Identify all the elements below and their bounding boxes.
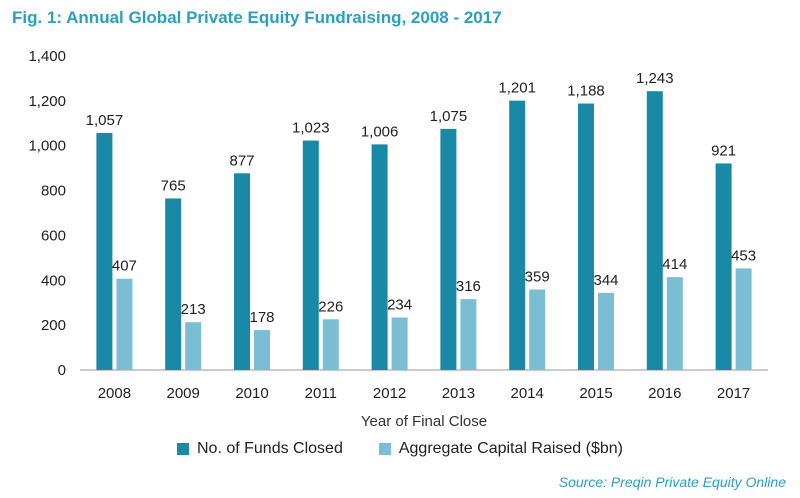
x-tick-label: 2014 [511, 385, 544, 402]
data-label-capital-raised: 414 [662, 256, 687, 273]
data-label-capital-raised: 407 [112, 258, 137, 275]
chart-title: Fig. 1: Annual Global Private Equity Fun… [12, 8, 502, 27]
data-label-capital-raised: 213 [181, 301, 206, 318]
legend-swatch-funds [177, 443, 189, 455]
data-label-capital-raised: 453 [731, 247, 756, 264]
data-label-funds-closed: 877 [229, 152, 254, 169]
data-label-capital-raised: 178 [249, 309, 274, 326]
bar-funds-closed [578, 103, 594, 370]
y-tick-label: 800 [41, 183, 66, 200]
x-tick-label: 2008 [98, 385, 131, 402]
data-label-funds-closed: 1,006 [361, 123, 399, 140]
legend-swatch-capital [378, 443, 391, 455]
data-label-funds-closed: 921 [711, 142, 736, 159]
data-label-capital-raised: 234 [387, 297, 412, 314]
y-tick-label: 1,200 [28, 93, 66, 110]
y-tick-label: 200 [41, 317, 66, 334]
x-tick-label: 2011 [305, 385, 337, 402]
bar-funds-closed [371, 144, 388, 370]
bar-funds-closed [302, 140, 319, 370]
x-axis-title: Year of Final Close [361, 413, 487, 430]
data-label-funds-closed: 1,075 [430, 108, 468, 125]
data-label-funds-closed: 1,201 [498, 80, 536, 97]
bar-funds-closed [715, 163, 732, 370]
bar-funds-closed [509, 100, 526, 370]
bar-funds-closed [440, 128, 457, 370]
bar-funds-closed [165, 198, 182, 370]
bar-capital-raised [529, 289, 546, 370]
data-label-funds-closed: 1,188 [567, 83, 605, 100]
y-tick-label: 600 [41, 227, 66, 244]
x-tick-label: 2015 [579, 385, 612, 402]
bar-chart: 0 200 400 600 800 1,000 1,200 1,400 1,057 407 2008… [28, 48, 768, 430]
data-label-capital-raised: 226 [318, 298, 343, 315]
x-tick-label: 2016 [648, 385, 681, 402]
bar-capital-raised [116, 278, 133, 370]
data-label-capital-raised: 344 [593, 272, 618, 289]
bar-funds-closed [234, 173, 250, 370]
bar-capital-raised [598, 292, 614, 370]
bar-capital-raised [460, 299, 477, 370]
data-label-funds-closed: 1,243 [636, 70, 674, 87]
legend-item-funds: No. of Funds Closed [177, 440, 343, 458]
bar-capital-raised [185, 322, 202, 370]
y-tick-label: 1,000 [28, 138, 66, 155]
legend: No. of Funds Closed Aggregate Capital Ra… [0, 440, 800, 458]
legend-item-capital: Aggregate Capital Raised ($bn) [378, 440, 623, 458]
y-tick-label: 1,400 [28, 48, 66, 65]
data-label-funds-closed: 1,057 [86, 112, 124, 129]
x-tick-label: 2012 [373, 385, 406, 402]
y-tick-label: 400 [41, 272, 66, 289]
x-tick-label: 2010 [235, 385, 268, 402]
x-tick-label: 2009 [167, 385, 200, 402]
data-label-capital-raised: 359 [525, 268, 550, 285]
bar-capital-raised [666, 277, 683, 370]
data-label-capital-raised: 316 [456, 278, 481, 295]
legend-label-funds: No. of Funds Closed [197, 440, 343, 457]
x-tick-label: 2013 [442, 385, 475, 402]
bar-capital-raised [254, 330, 270, 370]
data-label-funds-closed: 1,023 [292, 120, 330, 137]
bar-capital-raised [391, 317, 408, 370]
y-tick-label: 0 [58, 362, 66, 379]
bar-capital-raised [322, 319, 339, 370]
bar-capital-raised [735, 268, 752, 370]
bar-funds-closed [646, 91, 663, 370]
data-label-funds-closed: 765 [161, 177, 186, 194]
source-note: Source: Preqin Private Equity Online [558, 474, 786, 490]
legend-label-capital: Aggregate Capital Raised ($bn) [398, 440, 623, 457]
x-tick-label: 2017 [717, 385, 750, 402]
bar-funds-closed [96, 132, 113, 370]
